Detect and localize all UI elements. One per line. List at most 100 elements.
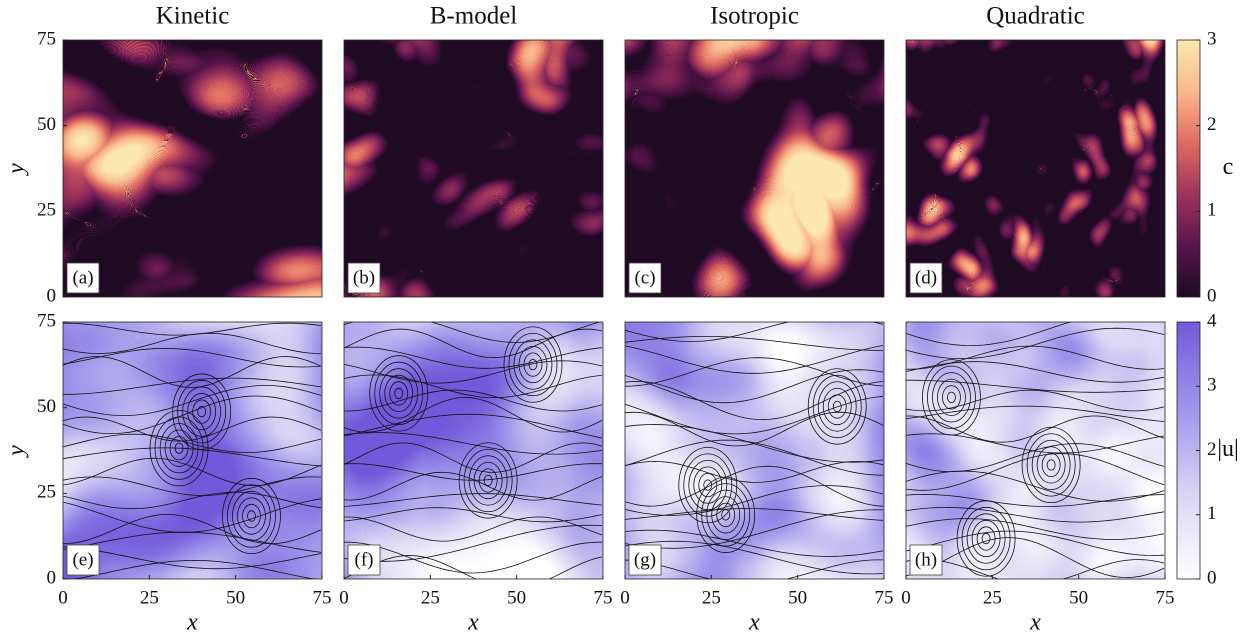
panel-label-box — [628, 544, 662, 576]
vortex-line — [706, 489, 746, 540]
vortex-line — [922, 359, 981, 436]
streamline — [625, 380, 884, 421]
streamline — [906, 405, 1165, 422]
streamline — [625, 485, 884, 516]
colorbar-tick-label: 0 — [1207, 285, 1217, 306]
x-tick-label: 50 — [1069, 587, 1088, 608]
vortex-line — [711, 496, 741, 534]
vortex-line — [508, 332, 558, 397]
vortex-line — [812, 374, 862, 439]
streamline — [625, 395, 884, 435]
streamline — [63, 514, 322, 545]
colorbar-tick-label: 2 — [1207, 114, 1217, 135]
streamline — [906, 415, 1165, 443]
x-tick-label: 0 — [58, 587, 68, 608]
streamline — [906, 470, 1165, 502]
colorbar-tick-label: 4 — [1207, 310, 1217, 331]
panel-label-box — [909, 544, 943, 576]
vortex-line — [966, 513, 1006, 564]
streamline — [906, 530, 1165, 556]
vortex-line — [528, 358, 538, 371]
streamline — [63, 385, 322, 417]
streamline — [344, 541, 602, 574]
vortex-line — [942, 385, 961, 410]
streamline — [906, 322, 1072, 347]
streamline — [344, 389, 603, 412]
y-tick-label: 0 — [47, 567, 57, 588]
streamline — [63, 491, 322, 510]
vortex-line — [976, 526, 996, 551]
panel-label-box — [628, 262, 662, 294]
speed-field — [344, 322, 603, 579]
x-tick-label: 25 — [983, 587, 1002, 608]
vortex-line — [971, 519, 1001, 558]
vortex-line — [937, 378, 966, 416]
panel-title: B-model — [430, 3, 518, 30]
y-axis-label: y — [4, 445, 30, 458]
vortex-line — [384, 374, 414, 413]
axes-frame — [905, 39, 1166, 298]
colorbar-tick-label: 1 — [1207, 200, 1217, 221]
vortex-line — [458, 442, 518, 519]
vortex-line — [237, 497, 266, 535]
streamline — [344, 328, 603, 359]
streamline — [344, 524, 603, 562]
panel-label-box — [909, 262, 943, 294]
x-tick-label: 25 — [702, 587, 721, 608]
vortex-line — [832, 400, 842, 413]
panel-label: (f) — [355, 549, 374, 570]
x-tick-label: 0 — [901, 587, 911, 608]
panel-label: (g) — [634, 549, 656, 570]
streamline — [906, 453, 1165, 491]
panel-label: (b) — [353, 267, 375, 288]
vortex-line — [503, 326, 563, 403]
streamline — [344, 507, 603, 523]
axes-frame — [62, 321, 323, 580]
vortex-line — [683, 453, 733, 517]
panel-title: Kinetic — [156, 3, 230, 30]
streamline — [344, 397, 603, 433]
vortex-line — [981, 532, 991, 545]
heatmap-field — [63, 40, 322, 297]
vortex-line — [389, 381, 409, 406]
vortex-line — [961, 506, 1011, 571]
vortex-line — [468, 455, 508, 506]
streamlines — [625, 322, 884, 579]
vortex-line — [817, 381, 857, 432]
streamline — [625, 559, 883, 579]
y-tick-label: 75 — [37, 310, 56, 331]
vortex-line — [192, 399, 212, 424]
streamline — [63, 447, 322, 467]
vortex-line — [222, 477, 281, 555]
x-tick-label: 75 — [1156, 587, 1175, 608]
streamline — [625, 336, 883, 351]
streamline — [906, 537, 1165, 578]
vortex-line — [932, 372, 971, 423]
vortex-line — [518, 345, 548, 384]
streamline — [625, 345, 884, 374]
speed-field — [63, 322, 322, 579]
streamline — [625, 529, 884, 557]
vortex-line — [379, 368, 419, 419]
x-tick-label: 75 — [594, 587, 613, 608]
vortex-line — [1021, 426, 1081, 504]
panel-label: (a) — [72, 267, 93, 288]
vortex-line — [227, 484, 276, 548]
colorbar-tick-label: 3 — [1207, 375, 1217, 396]
vortex-line — [394, 387, 404, 400]
vortex-line — [947, 391, 956, 403]
vortex-line — [232, 490, 271, 542]
vortex-line — [523, 352, 543, 377]
x-axis-label: x — [186, 610, 198, 635]
panel-label: (d) — [915, 267, 937, 288]
streamline — [344, 346, 603, 369]
vortex-line — [807, 368, 867, 445]
vortex-line — [701, 483, 751, 547]
vortex-line — [1041, 452, 1061, 478]
streamline — [63, 546, 322, 570]
vortex-line — [1026, 433, 1076, 497]
streamline — [625, 357, 884, 387]
streamline — [344, 555, 603, 579]
vortex-line — [688, 459, 728, 511]
